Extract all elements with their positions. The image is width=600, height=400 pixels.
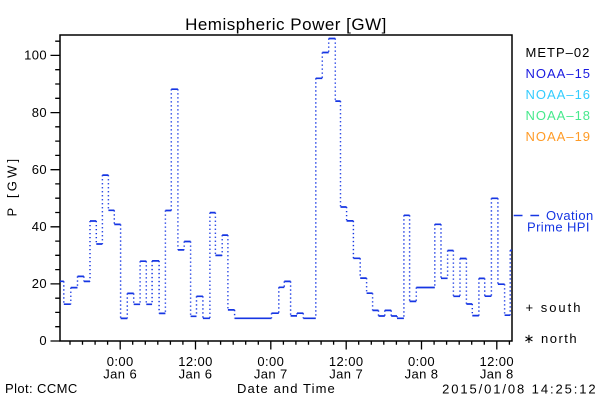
svg-text:100: 100 [24, 48, 47, 63]
svg-text:Hemispheric Power [GW]: Hemispheric Power [GW] [185, 15, 387, 34]
svg-text:Ovation: Ovation [546, 208, 594, 223]
svg-text:0:00: 0:00 [408, 354, 435, 369]
svg-text:12:00: 12:00 [480, 354, 515, 369]
svg-text:80: 80 [32, 105, 47, 120]
svg-text:Jan 7: Jan 7 [254, 367, 288, 382]
svg-text:NOAA–18: NOAA–18 [526, 108, 592, 123]
svg-text:Jan 8: Jan 8 [405, 367, 439, 382]
svg-text:∗ north: ∗ north [524, 331, 579, 346]
svg-text:NOAA–19: NOAA–19 [526, 129, 592, 144]
svg-text:Prime HPI: Prime HPI [527, 220, 590, 235]
svg-text:NOAA–15: NOAA–15 [526, 66, 592, 81]
svg-text:40: 40 [32, 219, 47, 234]
svg-text:Plot: CCMC: Plot: CCMC [5, 381, 78, 396]
svg-text:Jan 6: Jan 6 [179, 367, 213, 382]
svg-text:12:00: 12:00 [178, 354, 213, 369]
svg-text:60: 60 [32, 162, 47, 177]
svg-text:Jan 8: Jan 8 [480, 367, 514, 382]
svg-text:0:00: 0:00 [107, 354, 134, 369]
svg-text:2015/01/08 14:25:12: 2015/01/08 14:25:12 [442, 382, 597, 397]
svg-text:Jan 6: Jan 6 [103, 367, 137, 382]
svg-text:0:00: 0:00 [257, 354, 284, 369]
svg-text:20: 20 [32, 276, 47, 291]
svg-text:0: 0 [39, 333, 47, 348]
svg-text:+ south: + south [526, 300, 583, 315]
svg-text:P [GW]: P [GW] [5, 156, 20, 217]
svg-text:12:00: 12:00 [329, 354, 364, 369]
svg-text:Jan 7: Jan 7 [329, 367, 363, 382]
svg-text:METP–02: METP–02 [526, 45, 591, 60]
svg-text:Date and Time: Date and Time [237, 381, 336, 396]
svg-text:NOAA–16: NOAA–16 [526, 87, 592, 102]
